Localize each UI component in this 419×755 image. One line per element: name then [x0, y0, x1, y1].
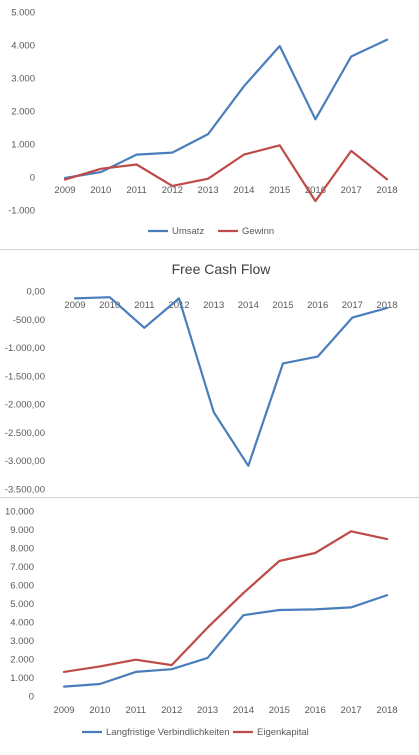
chart-verbindlichkeiten-eigenkapital: 0 1.000 2.000 3.000 4.000 5.000 6.000 7.000 8.00…: [0, 498, 419, 750]
y-tick-label: 3.000: [11, 74, 35, 85]
chart-divider: [0, 249, 419, 250]
y-tick-label: 6.000: [10, 581, 34, 592]
chart-free-cash-flow: Free Cash Flow -3.500,00 -3.000,00 -2.500,0…: [0, 250, 419, 496]
x-tick-label: 2010: [99, 300, 120, 311]
y-tick-label: 0,00: [27, 287, 46, 298]
chart-free-cash-flow-svg: Free Cash Flow -3.500,00 -3.000,00 -2.500,0…: [5, 261, 398, 496]
x-tick-label: 2017: [341, 185, 362, 196]
y-tick-label: -2.000,00: [5, 400, 45, 411]
x-tick-label: 2016: [305, 705, 326, 716]
x-tick-label: 2011: [126, 185, 146, 196]
y-tick-label: 1.000: [10, 673, 34, 684]
y-tick-label: 1.000: [11, 140, 35, 151]
x-tick-label: 2017: [342, 300, 363, 311]
x-tick-label: 2016: [307, 300, 328, 311]
chart-umsatz-gewinn-svg: -1.000 0 1.000 2.000 3.000 4.000 5.000 2009 2010…: [8, 8, 398, 238]
x-tick-label: 2009: [54, 185, 75, 196]
y-tick-label: -3.500,00: [5, 485, 45, 496]
y-tick-label: 4.000: [10, 618, 34, 629]
series-line-gewinn: [63, 144, 389, 203]
x-tick-label: 2016: [305, 185, 326, 196]
series-line-eigenkapital: [62, 530, 389, 673]
y-tick-label: 9.000: [10, 525, 34, 536]
y-tick-label: -3.000,00: [5, 456, 45, 467]
legend-label: Eigenkapital: [257, 727, 309, 738]
x-tick-label: 2012: [162, 185, 183, 196]
x-tick-label: 2018: [376, 185, 397, 196]
x-tick-label: 2014: [233, 705, 254, 716]
x-tick-label: 2009: [53, 705, 74, 716]
x-tick-label: 2018: [376, 705, 397, 716]
x-tick-label: 2011: [126, 705, 146, 716]
y-tick-label: -2.500,00: [5, 428, 45, 439]
y-tick-label: 5.000: [10, 599, 34, 610]
y-tick-label: -1.500,00: [5, 371, 45, 382]
x-tick-label: 2018: [376, 300, 397, 311]
chart-title: Free Cash Flow: [172, 261, 272, 277]
y-tick-label: 7.000: [10, 562, 34, 573]
chart-umsatz-gewinn: -1.000 0 1.000 2.000 3.000 4.000 5.000 2009 2010…: [0, 0, 419, 248]
x-tick-label: 2010: [90, 185, 111, 196]
x-tick-label: 2015: [269, 185, 290, 196]
x-tick-label: 2010: [89, 705, 110, 716]
chart-divider: [0, 497, 419, 498]
y-tick-label: 0: [29, 692, 34, 703]
series-line-umsatz: [63, 38, 389, 180]
y-tick-label: 2.000: [11, 107, 35, 118]
x-tick-label: 2014: [233, 185, 254, 196]
x-tick-label: 2011: [134, 300, 154, 311]
x-tick-label: 2009: [64, 300, 85, 311]
y-tick-label: 4.000: [11, 41, 35, 52]
x-tick-label: 2017: [341, 705, 362, 716]
x-tick-label: 2013: [203, 300, 224, 311]
x-tick-label: 2015: [269, 705, 290, 716]
series-line-langfristige-verbindlichkeiten: [62, 594, 389, 688]
x-tick-label: 2013: [198, 185, 219, 196]
y-tick-label: 8.000: [10, 544, 34, 555]
y-tick-label: -1.000,00: [5, 343, 45, 354]
x-tick-label: 2014: [238, 300, 259, 311]
legend-label: Umsatz: [172, 226, 204, 237]
legend-label: Gewinn: [242, 226, 274, 237]
y-tick-label: -500,00: [13, 315, 45, 326]
y-tick-label: 10.000: [5, 507, 34, 518]
y-tick-label: -1.000: [8, 206, 35, 217]
x-tick-label: 2012: [161, 705, 182, 716]
x-tick-label: 2013: [197, 705, 218, 716]
legend-label: Langfristige Verbindlichkeiten: [106, 727, 230, 738]
series-line-free-cash-flow: [73, 296, 389, 467]
y-tick-label: 3.000: [10, 636, 34, 647]
chart-verbindlichkeiten-eigenkapital-svg: 0 1.000 2.000 3.000 4.000 5.000 6.000 7.000 8.00…: [5, 507, 398, 739]
y-tick-label: 2.000: [10, 655, 34, 666]
x-tick-label: 2012: [168, 300, 189, 311]
y-tick-label: 0: [30, 173, 35, 184]
y-tick-label: 5.000: [11, 8, 35, 19]
x-tick-label: 2015: [272, 300, 293, 311]
